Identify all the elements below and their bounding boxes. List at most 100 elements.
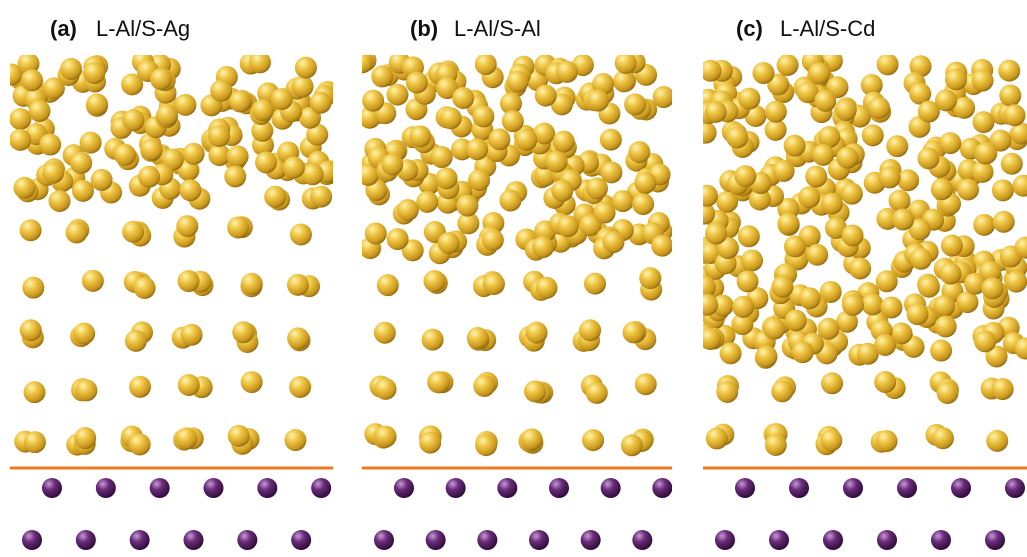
atom <box>546 151 568 173</box>
atom <box>986 430 1008 452</box>
substrate-atom <box>735 478 755 498</box>
atom <box>483 273 505 295</box>
atom <box>699 328 721 350</box>
atom <box>615 52 637 74</box>
atom <box>129 433 151 455</box>
atom <box>138 166 160 188</box>
atom <box>773 160 795 182</box>
atom <box>295 57 317 79</box>
atom <box>918 101 940 123</box>
atom <box>821 372 843 394</box>
atom <box>227 216 249 238</box>
substrate-atom <box>549 478 569 498</box>
atom <box>594 202 616 224</box>
atom <box>814 90 836 112</box>
atom <box>957 178 979 200</box>
atom <box>837 147 859 169</box>
atom <box>452 87 474 109</box>
atom <box>678 375 700 397</box>
atom <box>292 76 314 98</box>
atom <box>981 277 1003 299</box>
atom <box>945 68 967 90</box>
atom <box>941 235 963 257</box>
substrate-atom <box>204 478 224 498</box>
atom <box>972 70 994 92</box>
atom <box>842 294 864 316</box>
atom <box>65 222 87 244</box>
panel-label: (c) <box>736 16 763 41</box>
atom <box>935 315 957 337</box>
atom <box>362 90 384 112</box>
atom <box>771 276 793 298</box>
atom <box>738 88 760 110</box>
atom <box>241 371 263 393</box>
atom <box>734 165 756 187</box>
atom <box>428 371 450 393</box>
panel-title: L-Al/S-Al <box>454 16 541 41</box>
atom <box>375 378 397 400</box>
atom <box>706 427 728 449</box>
atom <box>125 330 147 352</box>
atom <box>992 378 1014 400</box>
atom <box>409 125 431 147</box>
atom <box>386 84 408 106</box>
substrate-atom <box>985 530 1005 550</box>
atom <box>350 377 372 399</box>
atom <box>624 93 646 115</box>
atom <box>874 371 896 393</box>
atom <box>406 72 428 94</box>
atom <box>821 193 843 215</box>
atom <box>526 322 548 344</box>
atom <box>21 69 43 91</box>
atom <box>24 431 46 453</box>
substrate-atom <box>789 478 809 498</box>
atom <box>475 53 497 75</box>
substrate-atom <box>581 530 601 550</box>
panel-label: (a) <box>50 16 77 41</box>
atom <box>696 185 718 207</box>
atom <box>176 215 198 237</box>
atom <box>340 432 362 454</box>
atom <box>70 152 92 174</box>
atom <box>156 104 178 126</box>
atom <box>122 221 144 243</box>
substrate-atom <box>237 530 257 550</box>
atom <box>876 430 898 452</box>
atom <box>877 53 899 75</box>
atom <box>232 321 254 343</box>
atom <box>817 318 839 340</box>
atom-panel <box>693 50 1027 550</box>
atom <box>737 270 759 292</box>
atom <box>973 214 995 236</box>
substrate-atom <box>715 530 735 550</box>
atom <box>348 272 370 294</box>
atom <box>771 380 793 402</box>
figure: (a) L-Al/S-Ag (b) L-Al/S-Al (c) L-Al/S-C… <box>0 0 1027 557</box>
atom <box>897 169 919 191</box>
atom <box>337 216 359 238</box>
substrate-atom <box>446 478 466 498</box>
atom <box>553 131 575 153</box>
atom <box>1012 175 1027 197</box>
atom <box>473 375 495 397</box>
atom <box>241 273 263 295</box>
atom <box>634 172 656 194</box>
atom <box>974 330 996 352</box>
atom <box>849 257 871 279</box>
substrate-atom <box>426 530 446 550</box>
atom <box>874 334 896 356</box>
atom <box>805 166 827 188</box>
substrate-atom <box>291 530 311 550</box>
atom <box>820 429 842 451</box>
atom <box>685 378 707 400</box>
atom <box>287 327 309 349</box>
substrate-atom <box>529 530 549 550</box>
atom <box>600 129 622 151</box>
atom <box>586 177 608 199</box>
substrate-atom <box>1005 478 1025 498</box>
atom <box>889 190 911 212</box>
atom <box>521 428 543 450</box>
substrate-atom <box>652 478 672 498</box>
atom <box>123 109 145 131</box>
atom <box>488 128 510 150</box>
